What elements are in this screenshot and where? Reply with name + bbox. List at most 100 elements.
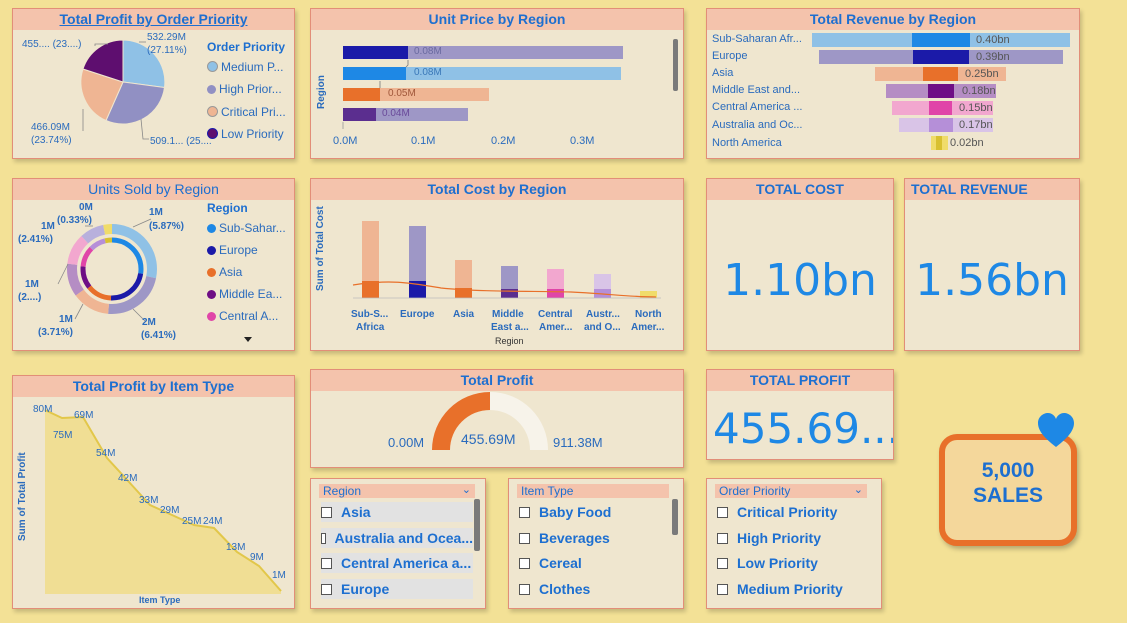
- slicer-item-label: High Priority: [737, 530, 822, 546]
- total-profit-kpi-card[interactable]: TOTAL PROFIT 455.69...: [706, 369, 894, 460]
- slicer-item-label: Asia: [341, 504, 371, 520]
- gauge-card[interactable]: Total Profit 0.00M 455.69M 911.38M: [310, 369, 684, 468]
- slicer-item-medium[interactable]: Medium Priority: [717, 579, 843, 599]
- donut-label-zero-pct: (0.33%): [57, 215, 93, 226]
- unit-price-chart[interactable]: Region: [311, 9, 683, 158]
- profit-gauge[interactable]: [311, 370, 683, 467]
- bar-label-4: 0.04M: [382, 108, 410, 119]
- profit-item-card[interactable]: Total Profit by Item Type Sum of Total P…: [12, 375, 295, 609]
- donut-label-2m: 2M: [142, 317, 156, 328]
- tick-3: 0.3M: [570, 135, 595, 147]
- slicer-item-low[interactable]: Low Priority: [717, 553, 818, 573]
- order-priority-slicer[interactable]: Order Priority ⌄ Critical Priority High P…: [706, 478, 882, 609]
- donut-label-zero: 0M: [79, 202, 93, 213]
- total-revenue-kpi-title: TOTAL REVENUE: [905, 179, 1079, 200]
- slicer-item-label: Australia and Ocea...: [334, 530, 474, 546]
- cost-xlabel-5: Central: [538, 309, 573, 320]
- checkbox[interactable]: [321, 506, 332, 518]
- region-slicer-header[interactable]: Region ⌄: [319, 484, 475, 498]
- legend-label: Sub-Sahar...: [219, 221, 286, 235]
- donut-label-1m-tr-pct: (5.87%): [149, 221, 185, 232]
- profit-by-priority-card[interactable]: Total Profit by Order Priority 455.... (…: [12, 8, 295, 159]
- checkbox[interactable]: [519, 557, 530, 569]
- item-type-slicer-scrollbar[interactable]: [672, 499, 678, 535]
- cost-xlabel-1: Sub-S...: [351, 309, 389, 320]
- pie-slice-medium: [122, 39, 166, 89]
- slicer-item-baby-food[interactable]: Baby Food: [519, 502, 611, 522]
- legend-item-europe[interactable]: Europe: [207, 243, 258, 257]
- heart-icon: [1038, 413, 1074, 447]
- slicer-item-high[interactable]: High Priority: [717, 528, 821, 548]
- slicer-item-cereal[interactable]: Cereal: [519, 553, 582, 573]
- bar-fg-1: [343, 46, 408, 59]
- bar-label-2: 0.08M: [414, 67, 442, 78]
- checkbox[interactable]: [717, 583, 728, 595]
- tick-0: 0.0M: [333, 135, 358, 147]
- total-cost-kpi-card[interactable]: TOTAL COST 1.10bn: [706, 178, 894, 351]
- cost-ylabel: Sum of Total Cost: [315, 206, 326, 291]
- item-label-12: 1M: [272, 570, 286, 581]
- units-sold-card[interactable]: Units Sold by Region 0M (0.33%) 1M (2.41…: [12, 178, 295, 351]
- gauge-min: 0.00M: [388, 435, 425, 450]
- checkbox[interactable]: [717, 557, 728, 569]
- total-cost-region-card[interactable]: Total Cost by Region Sum of Total Cost S…: [310, 178, 684, 351]
- tick-2: 0.2M: [491, 135, 516, 147]
- chevron-down-icon[interactable]: ⌄: [461, 484, 471, 496]
- revenue-region-card[interactable]: Total Revenue by Region Sub-Saharan Afr.…: [706, 8, 1080, 159]
- total-cost-chart[interactable]: Sum of Total Cost: [311, 179, 683, 350]
- checkbox[interactable]: [717, 506, 728, 518]
- donut-label-2m-pct: (6.41%): [141, 330, 177, 341]
- legend-item-central-america[interactable]: Central A...: [207, 309, 278, 323]
- checkbox[interactable]: [321, 532, 326, 544]
- region-slicer[interactable]: Region ⌄ Asia Australia and Ocea... Centr…: [310, 478, 486, 609]
- region-slicer-scrollbar[interactable]: [474, 499, 480, 551]
- pie-label-critical-pct: (23.74%): [31, 135, 72, 146]
- legend-item-medium[interactable]: Medium P...: [207, 60, 283, 74]
- order-priority-slicer-header[interactable]: Order Priority ⌄: [715, 484, 867, 498]
- unit-price-card[interactable]: Unit Price by Region Region 0.08M 0.08M …: [310, 8, 684, 159]
- total-revenue-kpi-card[interactable]: TOTAL REVENUE 1.56bn: [904, 178, 1080, 351]
- legend-item-middle-east[interactable]: Middle Ea...: [207, 287, 282, 301]
- total-cost-value: 1.10bn: [723, 255, 877, 306]
- legend-dot: [207, 312, 216, 321]
- checkbox[interactable]: [519, 532, 530, 544]
- legend-dot: [207, 224, 216, 233]
- legend-item-critical[interactable]: Critical Pri...: [207, 105, 286, 119]
- bar-fg-2: [343, 67, 406, 80]
- checkbox[interactable]: [321, 557, 332, 569]
- item-type-slicer[interactable]: Item Type Baby Food Beverages Cereal Clo…: [508, 478, 684, 609]
- legend-item-high[interactable]: High Prior...: [207, 82, 282, 96]
- slicer-item-clothes[interactable]: Clothes: [519, 579, 590, 599]
- donut-label-1m-l: 1M: [25, 279, 39, 290]
- item-type-slicer-header[interactable]: Item Type: [517, 484, 669, 498]
- revenue-funnel-chart[interactable]: [707, 9, 1079, 158]
- slicer-item-critical[interactable]: Critical Priority: [717, 502, 837, 522]
- bar-label-1: 0.08M: [414, 46, 442, 57]
- checkbox[interactable]: [519, 583, 530, 595]
- funnel-name-6: Australia and Oc...: [712, 119, 803, 131]
- units-sold-donut[interactable]: [13, 179, 294, 350]
- checkbox[interactable]: [717, 532, 728, 544]
- slicer-item-europe[interactable]: Europe: [321, 579, 473, 599]
- profit-item-area-chart[interactable]: Sum of Total Profit: [13, 376, 294, 608]
- checkbox[interactable]: [519, 506, 530, 518]
- bar-bg-1: [343, 46, 623, 59]
- legend-item-asia[interactable]: Asia: [207, 265, 242, 279]
- profit-by-priority-pie[interactable]: [13, 9, 294, 158]
- chevron-down-icon[interactable]: ⌄: [853, 484, 863, 496]
- donut-label-1m-tl-pct: (2.41%): [18, 234, 54, 245]
- donut-legend-title: Region: [207, 201, 248, 215]
- legend-dot: [207, 246, 216, 255]
- slicer-item-central-america[interactable]: Central America a...: [321, 553, 473, 573]
- slicer-item-asia[interactable]: Asia: [321, 502, 473, 522]
- item-label-6: 33M: [139, 495, 159, 506]
- legend-item-low[interactable]: Low Priority: [207, 127, 284, 141]
- checkbox[interactable]: [321, 583, 332, 595]
- slicer-item-australia[interactable]: Australia and Ocea...: [321, 528, 473, 548]
- item-label-3: 69M: [74, 410, 94, 421]
- cost-xlabel-6: Austr...: [586, 309, 620, 320]
- unit-price-title: Unit Price by Region: [311, 9, 683, 30]
- legend-item-sub-saharan[interactable]: Sub-Sahar...: [207, 221, 286, 235]
- slicer-item-beverages[interactable]: Beverages: [519, 528, 610, 548]
- item-label-11: 9M: [250, 552, 264, 563]
